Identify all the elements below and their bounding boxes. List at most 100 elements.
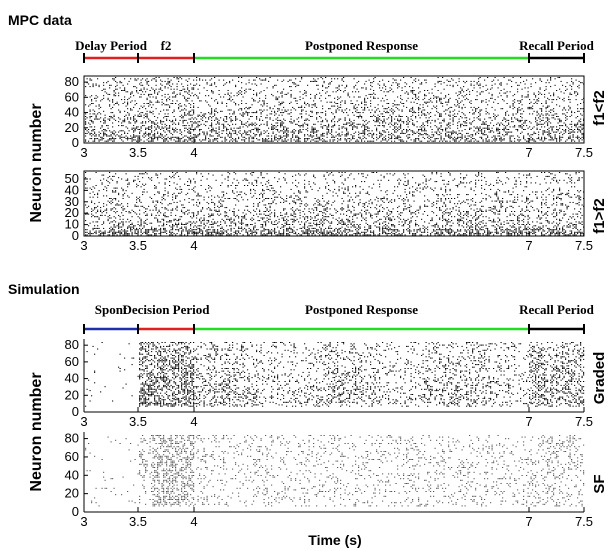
spike [530, 129, 532, 130]
spike [374, 106, 376, 108]
spike [334, 105, 336, 107]
spike [512, 200, 514, 202]
spike [578, 195, 580, 197]
spike [230, 100, 232, 102]
spike [169, 127, 171, 129]
spike [487, 77, 489, 78]
spike [281, 198, 283, 199]
spike [271, 198, 273, 199]
spike [166, 100, 168, 102]
spike [167, 195, 169, 197]
spike [449, 131, 451, 133]
spike [476, 131, 478, 133]
spike [425, 95, 427, 97]
spike [413, 93, 415, 95]
spike [116, 88, 118, 90]
spike [235, 139, 237, 141]
spike [338, 106, 340, 108]
spike [317, 112, 319, 114]
spike [145, 127, 147, 129]
spike [200, 195, 202, 197]
spike [155, 96, 157, 98]
spike [580, 123, 582, 125]
spike [425, 117, 427, 119]
spike [520, 132, 522, 134]
spike [434, 114, 436, 116]
spike [385, 112, 387, 114]
spike [484, 122, 486, 124]
spike [346, 123, 348, 125]
spike [232, 123, 234, 125]
spike [215, 110, 217, 112]
spike [151, 101, 153, 103]
spike [394, 186, 396, 188]
spike [431, 101, 433, 103]
spike [158, 191, 160, 193]
spike [328, 131, 330, 133]
spike [109, 175, 111, 177]
spike [175, 103, 177, 104]
spike [425, 181, 427, 183]
spike [103, 205, 105, 207]
spike [344, 179, 346, 181]
spike [179, 116, 181, 117]
spike [257, 130, 259, 132]
spike [203, 87, 205, 89]
spike [124, 96, 126, 98]
spike [166, 139, 168, 141]
spike [334, 139, 336, 141]
spike [361, 117, 363, 119]
spike [524, 129, 526, 130]
spike [437, 138, 439, 140]
spike [457, 186, 459, 188]
spike [545, 82, 547, 84]
spike [253, 172, 255, 173]
spike [275, 196, 277, 198]
spike [269, 185, 271, 186]
spike [137, 129, 139, 130]
spike [421, 129, 423, 130]
spike [490, 122, 492, 124]
spike [325, 110, 327, 112]
spike [274, 114, 276, 116]
spike [404, 92, 406, 94]
spike [433, 97, 435, 99]
spike [275, 136, 277, 138]
spike [305, 129, 307, 130]
spike [461, 90, 463, 91]
spike [424, 129, 426, 130]
spike [139, 139, 141, 141]
spike [329, 139, 331, 141]
spike [260, 91, 262, 93]
spike [440, 114, 442, 116]
spike [377, 83, 379, 85]
spike [401, 130, 403, 132]
spike [209, 140, 211, 142]
spike [121, 122, 123, 124]
spike [298, 121, 300, 123]
spike [131, 109, 133, 111]
spike [427, 122, 429, 124]
spike [166, 119, 168, 121]
spike [188, 198, 190, 199]
spike [236, 199, 238, 201]
spike [229, 95, 231, 97]
spike [194, 182, 196, 184]
spike [190, 121, 192, 123]
spike [445, 129, 447, 130]
spike [184, 113, 186, 115]
spike [328, 185, 330, 186]
spike [337, 99, 339, 101]
spike [563, 113, 565, 115]
spike [121, 130, 123, 132]
spike [275, 139, 277, 141]
spike [236, 195, 238, 197]
spike [137, 205, 139, 207]
spike [512, 103, 514, 104]
spike [191, 125, 193, 127]
spike [379, 87, 381, 89]
spike [298, 130, 300, 132]
spike [146, 99, 148, 101]
spike [217, 138, 219, 140]
spike [176, 207, 178, 209]
